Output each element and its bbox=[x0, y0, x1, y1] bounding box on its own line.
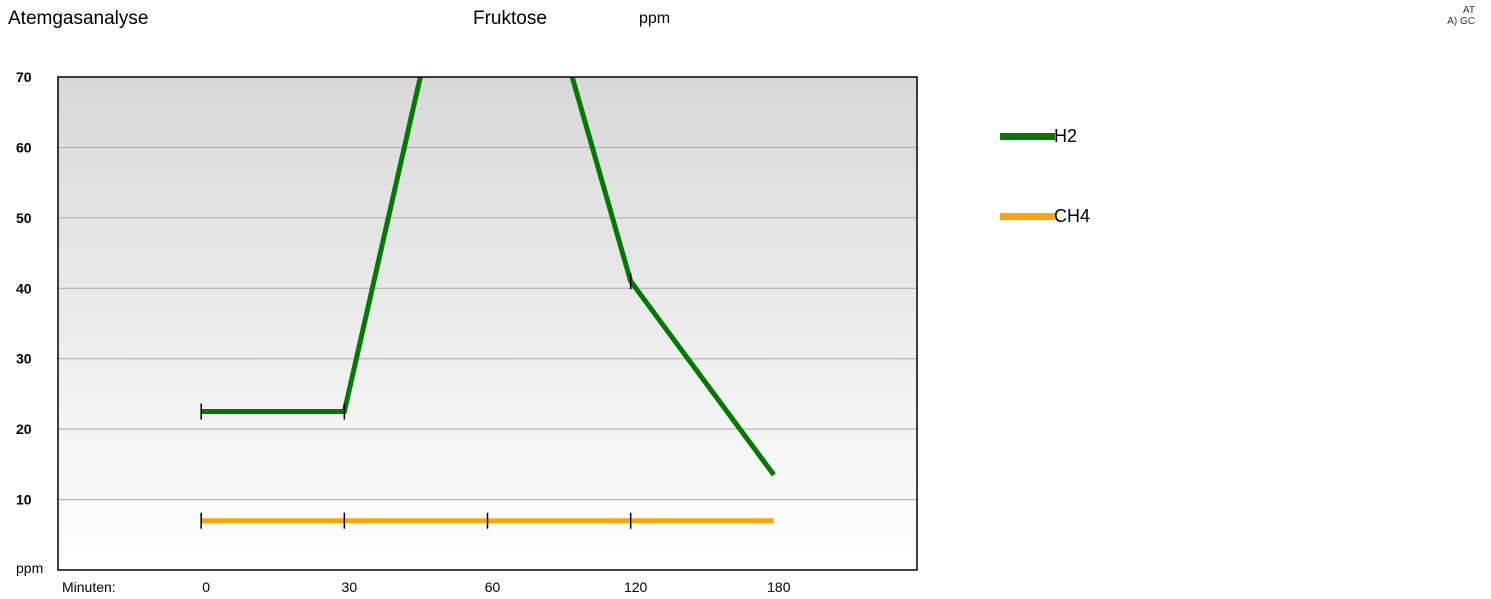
plot-border bbox=[57, 76, 918, 571]
legend-label-h2: H2 bbox=[1054, 126, 1077, 146]
legend-label-ch4: CH4 bbox=[1054, 206, 1090, 226]
plot-area bbox=[58, 77, 917, 570]
substrate-label: Fruktose bbox=[473, 8, 547, 29]
y-tick-label: 50 bbox=[16, 210, 32, 226]
series-line-h2 bbox=[201, 77, 776, 477]
y-tick-label: 60 bbox=[16, 139, 32, 155]
x-tick-label: 60 bbox=[485, 579, 501, 595]
x-tick-label: 0 bbox=[202, 579, 210, 595]
x-tick-label: 120 bbox=[624, 579, 648, 595]
y-axis-label: ppm bbox=[16, 560, 43, 576]
corner-code-line2: A) GC bbox=[1447, 16, 1475, 27]
corner-code: AT A) GC bbox=[1447, 5, 1475, 27]
legend-swatch-h2 bbox=[1000, 133, 1055, 140]
y-tick-label: 40 bbox=[16, 280, 32, 296]
x-tick-label: 30 bbox=[342, 579, 358, 595]
y-tick-label: 70 bbox=[16, 69, 32, 85]
x-axis-label: Minuten: bbox=[62, 579, 116, 595]
legend-swatch-ch4 bbox=[1000, 213, 1055, 220]
chart-title: Atemgasanalyse bbox=[8, 8, 149, 29]
corner-code-line1: AT bbox=[1462, 5, 1475, 16]
y-tick-label: 30 bbox=[16, 351, 32, 367]
unit-label: ppm bbox=[639, 10, 671, 27]
y-tick-label: 10 bbox=[16, 492, 32, 508]
x-tick-label: 180 bbox=[767, 579, 791, 595]
y-tick-label: 20 bbox=[16, 421, 32, 437]
